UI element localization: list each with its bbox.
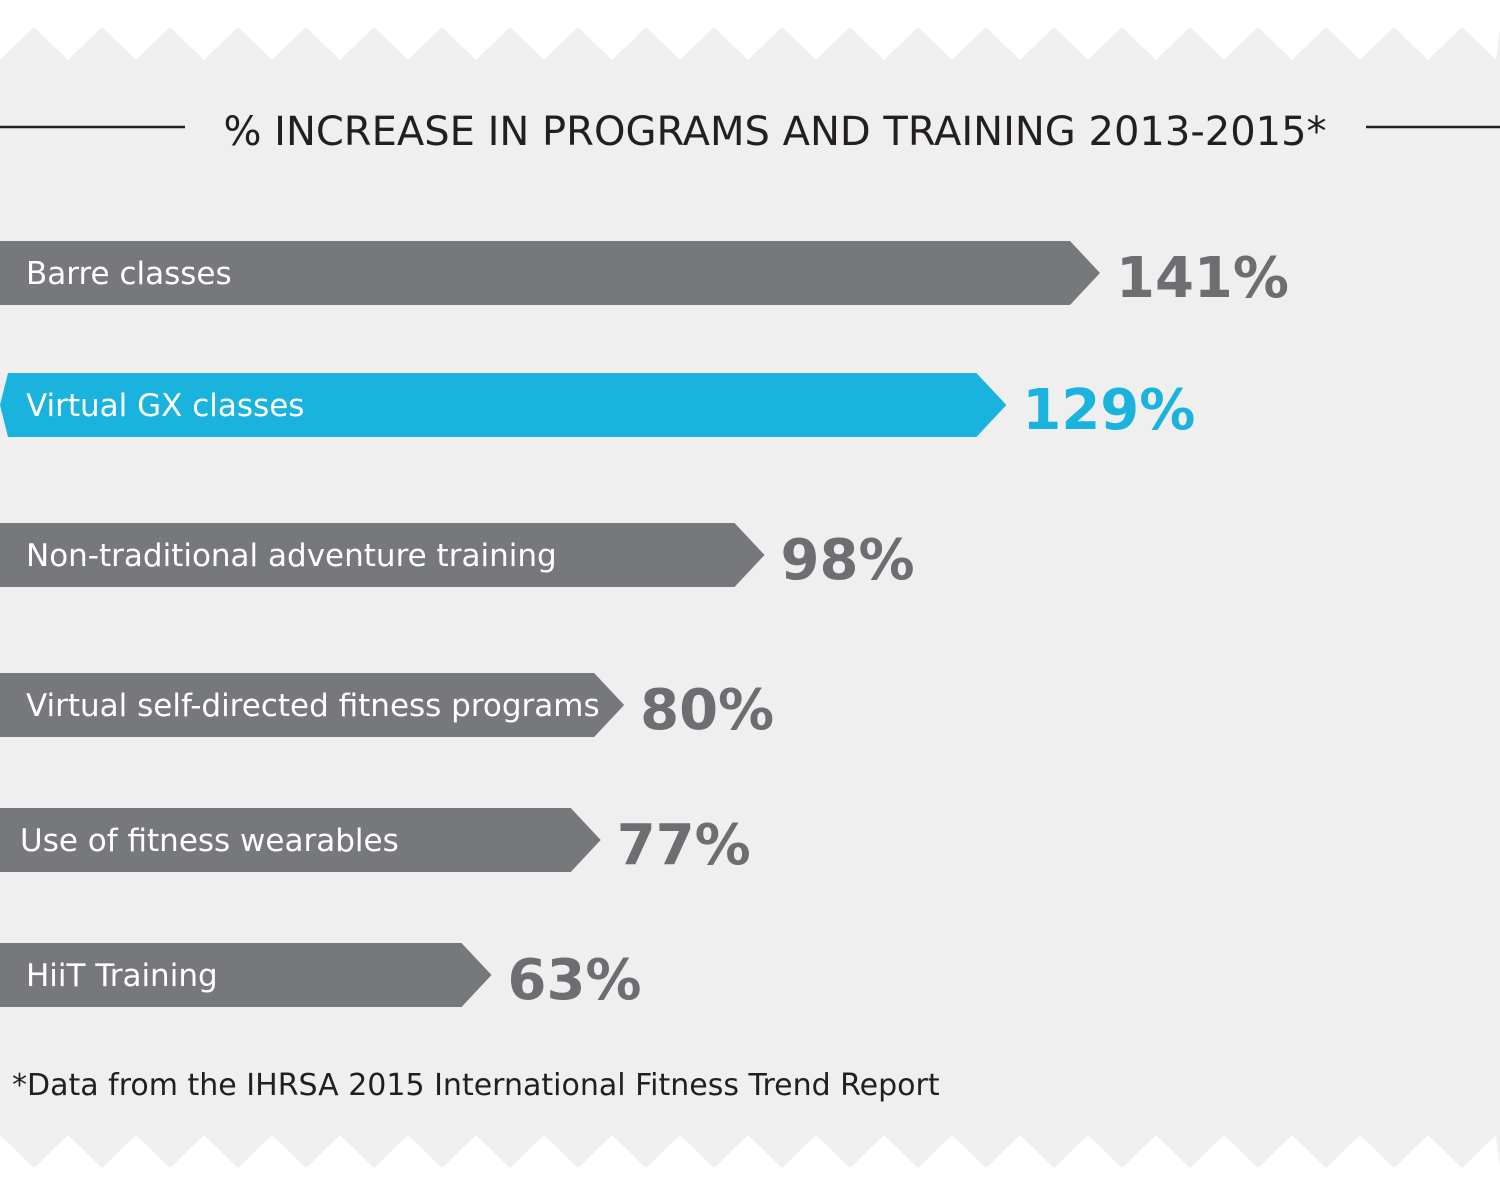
bar-label-5: HiiT Training [26, 958, 218, 994]
value-label-2: 98% [781, 528, 915, 593]
bar-4 [0, 808, 601, 872]
bar-label-4: Use of fitness wearables [20, 823, 399, 859]
bar-label-0: Barre classes [26, 256, 232, 292]
bar-label-2: Non-traditional adventure training [26, 538, 557, 574]
value-label-3: 80% [640, 678, 774, 743]
bar-1 [0, 373, 1007, 437]
bar-5 [0, 943, 492, 1007]
bar-3 [0, 673, 625, 737]
bar-label-1: Virtual GX classes [26, 388, 304, 424]
bar-2 [0, 523, 765, 587]
value-label-0: 141% [1116, 246, 1289, 311]
footnote: *Data from the IHRSA 2015 International … [12, 1068, 940, 1103]
bar-0 [0, 241, 1100, 305]
bar-label-3: Virtual self-directed fitness programs [26, 688, 600, 724]
chart-title: % INCREASE IN PROGRAMS AND TRAINING 2013… [223, 109, 1326, 155]
zigzag-background [0, 27, 1500, 1168]
value-label-4: 77% [617, 813, 751, 878]
value-label-5: 63% [507, 948, 641, 1013]
bars-group: Barre classes 141% Virtual GX classes 129% N… [0, 241, 1289, 1013]
value-label-1: 129% [1022, 378, 1195, 443]
